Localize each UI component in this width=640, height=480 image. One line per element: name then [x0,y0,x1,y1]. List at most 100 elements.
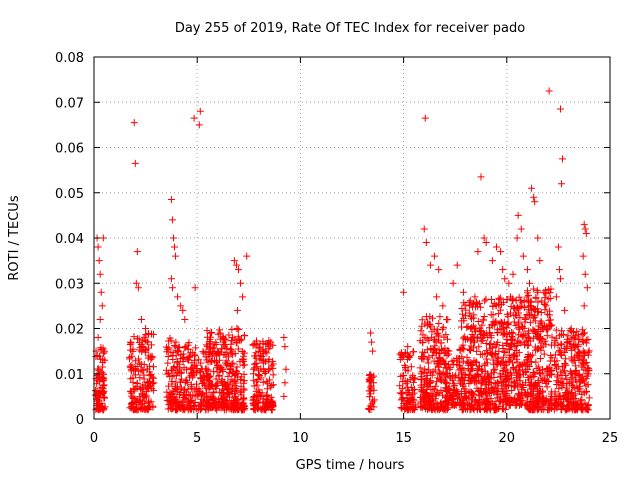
data-point [238,348,246,356]
data-point [456,394,464,402]
data-point [269,371,277,379]
data-point [190,368,198,376]
data-point [503,387,511,395]
data-point [442,372,450,380]
data-point [583,403,591,411]
data-point [431,342,439,350]
data-point [468,392,476,400]
data-point [423,369,431,377]
data-point [402,399,410,407]
data-point [418,386,426,394]
data-point [417,387,425,395]
data-point [203,333,211,341]
data-point [408,391,416,399]
data-point [263,401,271,409]
data-point [419,391,427,399]
data-point [168,216,176,224]
data-point [488,344,496,352]
data-point [439,325,447,333]
data-point [137,401,145,409]
data-point [552,334,560,342]
data-point [551,351,559,359]
data-point [443,387,451,395]
data-point [483,394,491,402]
data-point [558,341,566,349]
data-point [540,406,548,414]
data-point [427,397,435,405]
data-point [511,401,519,409]
data-point [409,378,417,386]
data-point [238,404,246,412]
data-point [222,341,230,349]
data-point [404,343,412,351]
data-point [142,325,150,332]
data-point [208,381,216,389]
data-point [576,385,584,393]
data-point [582,404,590,412]
data-point [409,405,417,413]
data-point [518,323,526,331]
data-point [557,348,565,356]
data-point [458,304,466,312]
data-point [223,357,231,365]
data-point [236,376,244,384]
data-point [195,356,203,364]
data-point [202,384,210,392]
data-point [165,401,173,409]
data-point [179,306,187,314]
data-point [512,305,520,313]
data-point [418,348,426,356]
data-point [485,405,493,413]
data-point [212,375,220,383]
data-point [410,389,418,397]
data-point [535,402,543,410]
data-point [223,386,231,394]
data-point [167,395,175,403]
data-point [459,288,467,296]
data-point [133,248,141,256]
data-point [420,225,428,233]
data-point [186,391,194,399]
data-point [505,401,513,409]
y-tick-label: 0.07 [55,96,84,111]
data-point [507,336,515,344]
data-point [170,393,178,401]
data-point [513,397,521,405]
data-point [191,284,199,292]
data-point [232,405,240,413]
data-point [563,388,571,396]
data-point [144,383,152,391]
data-point [531,198,539,206]
data-point [133,384,141,392]
data-point [540,288,548,296]
data-point [494,355,502,363]
data-point [127,338,135,346]
data-point [96,315,104,323]
data-point [459,406,467,414]
data-point [541,306,549,314]
data-point [469,303,477,311]
data-point [508,396,516,404]
data-point [426,321,434,329]
data-point [491,406,499,414]
data-point [260,395,268,403]
data-point [475,387,483,395]
data-point [524,393,532,401]
data-point [282,365,290,373]
data-point [134,284,142,292]
data-point [460,299,468,307]
data-point [581,225,589,233]
data-point [575,373,583,381]
data-point [424,395,432,403]
data-point [467,342,475,350]
data-point [93,400,101,408]
data-point [368,338,376,346]
data-point [441,360,449,368]
data-point [538,319,546,327]
data-point [252,337,260,345]
data-point [511,379,519,387]
data-point [433,388,441,396]
data-point [571,368,579,376]
y-tick-label: 0.05 [55,187,84,202]
data-point [217,402,225,410]
